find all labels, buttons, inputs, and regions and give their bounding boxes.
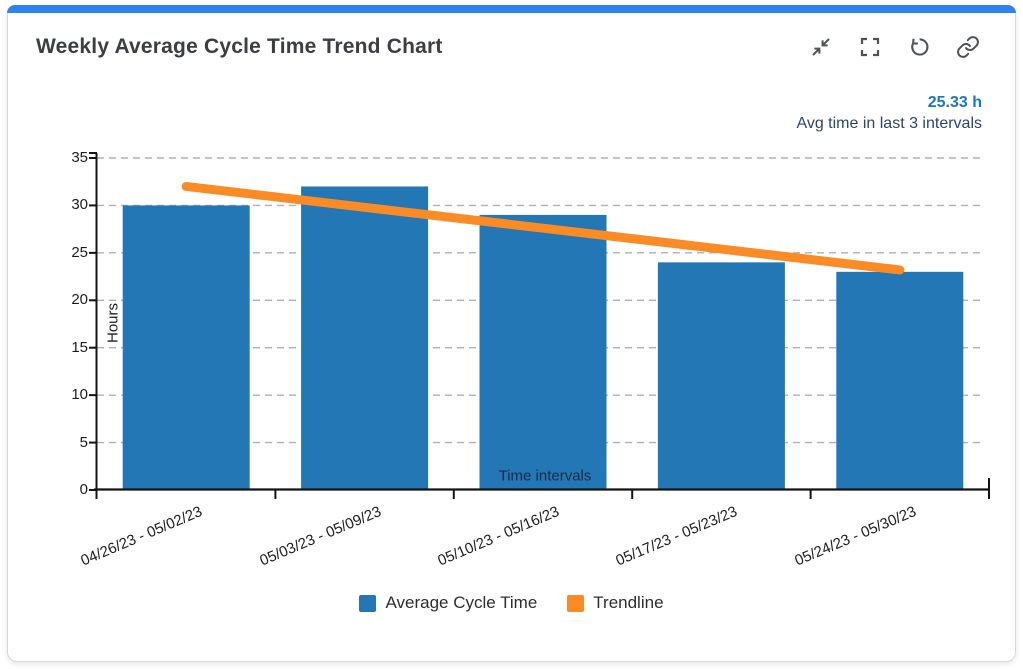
- legend-label: Average Cycle Time: [385, 593, 538, 612]
- y-tick-label: 25: [71, 243, 88, 261]
- link-icon: [957, 36, 979, 58]
- bar-2[interactable]: [479, 214, 607, 490]
- y-tick-label: 15: [71, 338, 88, 356]
- bar-4[interactable]: [836, 271, 964, 490]
- card-accent-bar: [7, 5, 1016, 13]
- y-tick-label: 5: [79, 433, 88, 451]
- stat-label: Avg time in last 3 intervals: [796, 115, 982, 132]
- link-button[interactable]: [956, 35, 980, 59]
- y-tick-label: 10: [71, 386, 88, 404]
- legend-label: Trendline: [593, 593, 664, 612]
- refresh-icon: [911, 38, 929, 56]
- legend-item-trendline[interactable]: Trendline: [567, 593, 664, 613]
- x-axis-title: Time intervals: [498, 467, 592, 485]
- legend-swatch-line: [567, 594, 585, 612]
- chart-legend: Average Cycle Time Trendline: [0, 593, 1023, 613]
- fullscreen-button[interactable]: [858, 35, 882, 59]
- bar-1[interactable]: [301, 186, 429, 490]
- stat-value: 25.33 h: [927, 94, 982, 111]
- y-tick-label: 20: [71, 291, 88, 309]
- legend-item-average-cycle-time[interactable]: Average Cycle Time: [359, 593, 537, 613]
- collapse-icon: [812, 38, 830, 56]
- y-tick-label: 0: [79, 481, 88, 498]
- summary-stat: 25.33 h Avg time in last 3 intervals: [796, 93, 982, 135]
- collapse-button[interactable]: [809, 35, 833, 59]
- y-tick-label: 35: [71, 149, 88, 166]
- y-tick-label: 30: [71, 196, 88, 214]
- bar-3[interactable]: [657, 262, 785, 490]
- bar-0[interactable]: [122, 205, 250, 490]
- fullscreen-icon: [860, 37, 880, 57]
- trendline-path[interactable]: [181, 181, 905, 275]
- refresh-button[interactable]: [907, 35, 931, 59]
- widget-toolbar: [809, 35, 980, 59]
- y-axis-title: Hours: [104, 302, 122, 344]
- legend-swatch-bar: [359, 594, 377, 612]
- chart-title: Weekly Average Cycle Time Trend Chart: [36, 35, 443, 58]
